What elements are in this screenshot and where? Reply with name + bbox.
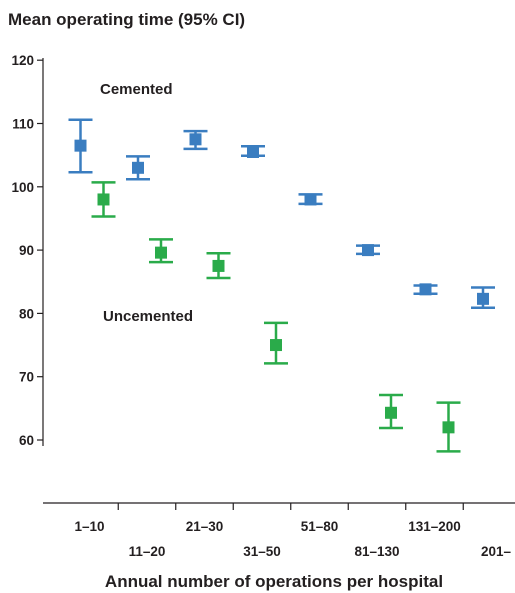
y-tick-label: 90	[19, 243, 34, 258]
y-tick-label: 110	[12, 117, 34, 132]
y-tick-label: 100	[11, 180, 34, 195]
y-tick-label: 80	[19, 306, 34, 321]
data-point-1	[212, 259, 225, 272]
x-tick-label: 21–30	[186, 519, 224, 534]
y-tick-label: 120	[11, 53, 34, 68]
y-tick-label: 60	[19, 433, 34, 448]
data-point-0	[304, 193, 317, 206]
data-point-1	[155, 246, 167, 259]
data-point-0	[362, 244, 374, 257]
x-tick-label: 131–200	[408, 519, 461, 534]
x-tick-label: 11–20	[129, 544, 166, 559]
annotation-uncemented: Uncemented	[103, 308, 193, 325]
data-point-0	[419, 283, 432, 296]
data-point-0	[477, 292, 489, 305]
x-tick-label: 201–	[481, 544, 512, 559]
y-tick-label: 70	[19, 370, 34, 385]
data-point-1	[442, 421, 455, 434]
data-point-1	[385, 406, 397, 419]
data-point-1	[97, 193, 110, 206]
x-axis-title: Annual number of operations per hospital	[105, 572, 443, 591]
x-tick-label: 31–50	[243, 544, 281, 559]
x-tick-label: 1–10	[74, 519, 104, 534]
x-tick-label: 51–80	[301, 519, 339, 534]
x-tick-label: 81–130	[354, 544, 399, 559]
data-point-0	[247, 145, 259, 158]
data-point-1	[270, 339, 282, 352]
chart-title: Mean operating time (95% CI)	[8, 10, 246, 29]
data-point-0	[132, 161, 144, 174]
annotation-cemented: Cemented	[100, 81, 173, 98]
data-point-0	[74, 139, 87, 152]
data-point-0	[189, 133, 202, 146]
